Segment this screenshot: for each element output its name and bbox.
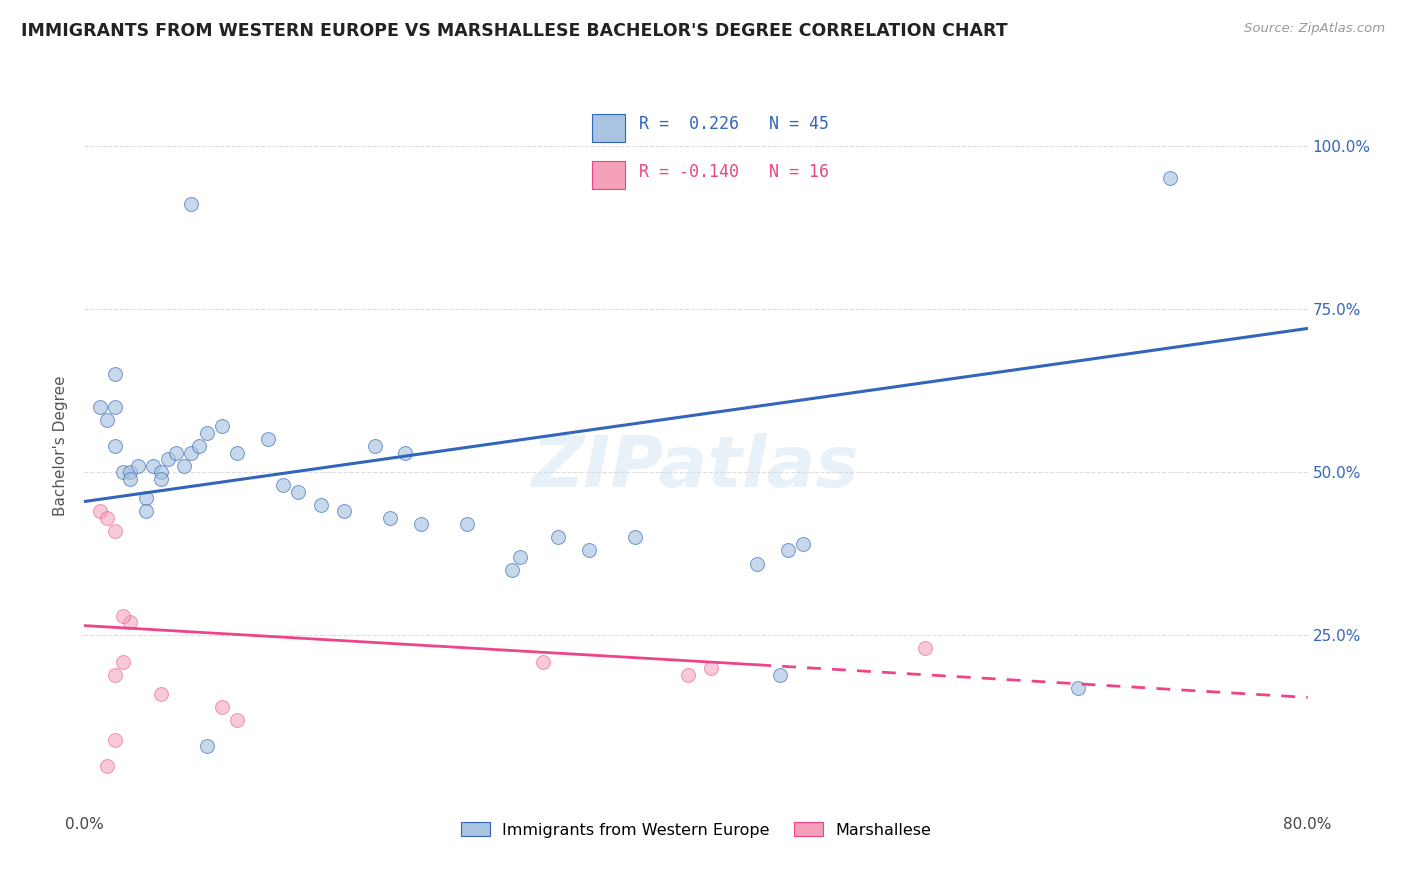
- Point: [111, 608, 134, 623]
- Point: [502, 563, 524, 577]
- Point: [120, 465, 142, 479]
- Point: [409, 517, 432, 532]
- Bar: [592, 114, 624, 142]
- Point: [287, 484, 309, 499]
- Point: [531, 655, 554, 669]
- Point: [700, 661, 723, 675]
- Point: [578, 543, 600, 558]
- Point: [1159, 171, 1181, 186]
- Point: [211, 700, 233, 714]
- Point: [226, 445, 249, 459]
- Point: [135, 491, 157, 506]
- Point: [104, 400, 127, 414]
- Point: [142, 458, 165, 473]
- Text: R =  0.226   N = 45: R = 0.226 N = 45: [640, 115, 830, 133]
- Point: [127, 458, 149, 473]
- Text: Source: ZipAtlas.com: Source: ZipAtlas.com: [1244, 22, 1385, 36]
- Point: [180, 445, 202, 459]
- Point: [120, 472, 142, 486]
- Text: IMMIGRANTS FROM WESTERN EUROPE VS MARSHALLESE BACHELOR'S DEGREE CORRELATION CHAR: IMMIGRANTS FROM WESTERN EUROPE VS MARSHA…: [21, 22, 1008, 40]
- Point: [173, 458, 195, 473]
- Point: [111, 465, 134, 479]
- Legend: Immigrants from Western Europe, Marshallese: Immigrants from Western Europe, Marshall…: [454, 816, 938, 844]
- Text: R = -0.140   N = 16: R = -0.140 N = 16: [640, 162, 830, 181]
- Point: [394, 445, 416, 459]
- Point: [149, 465, 172, 479]
- Y-axis label: Bachelor's Degree: Bachelor's Degree: [53, 376, 69, 516]
- Point: [678, 667, 700, 681]
- Point: [747, 557, 769, 571]
- Point: [792, 537, 814, 551]
- Point: [89, 504, 111, 518]
- Point: [89, 400, 111, 414]
- Point: [149, 687, 172, 701]
- Point: [104, 667, 127, 681]
- Point: [104, 439, 127, 453]
- Point: [165, 445, 187, 459]
- Bar: [592, 161, 624, 189]
- Point: [914, 641, 936, 656]
- Point: [364, 439, 387, 453]
- Point: [96, 759, 118, 773]
- Point: [195, 425, 218, 440]
- Point: [120, 615, 142, 630]
- Point: [135, 504, 157, 518]
- Point: [188, 439, 211, 453]
- Point: [157, 452, 180, 467]
- Point: [624, 530, 647, 544]
- Point: [509, 549, 531, 564]
- Point: [333, 504, 356, 518]
- Point: [1067, 681, 1090, 695]
- Point: [380, 511, 402, 525]
- Point: [257, 433, 280, 447]
- Point: [311, 498, 333, 512]
- Point: [104, 524, 127, 538]
- Point: [211, 419, 233, 434]
- Point: [180, 197, 202, 211]
- Point: [104, 732, 127, 747]
- Point: [226, 714, 249, 728]
- Point: [96, 511, 118, 525]
- Point: [111, 655, 134, 669]
- Point: [149, 472, 172, 486]
- Point: [769, 667, 792, 681]
- Point: [195, 739, 218, 754]
- Point: [776, 543, 799, 558]
- Point: [96, 413, 118, 427]
- Point: [456, 517, 478, 532]
- Point: [271, 478, 294, 492]
- Point: [104, 367, 127, 381]
- Point: [547, 530, 569, 544]
- Text: ZIPatlas: ZIPatlas: [533, 434, 859, 502]
